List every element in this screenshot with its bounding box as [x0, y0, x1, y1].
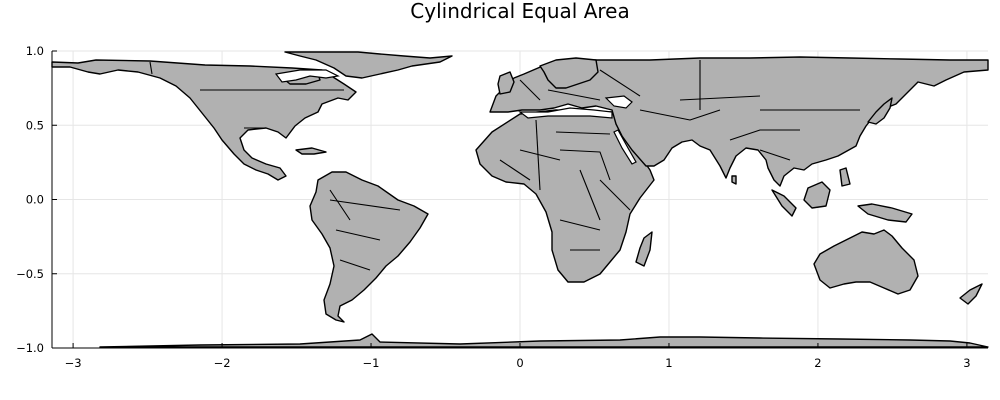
country-border — [639, 109, 721, 121]
land-japan — [867, 97, 893, 125]
land-australia — [813, 229, 919, 295]
country-border — [519, 149, 561, 161]
land-south-america — [309, 171, 429, 323]
y-tick-label: −1.0 — [16, 341, 44, 355]
y-axis-ticks: 1.0 0.5 0.0 −0.5 −1.0 — [16, 44, 57, 355]
country-border — [329, 189, 351, 221]
country-border — [599, 69, 641, 97]
land-eurasia — [489, 56, 989, 187]
y-tick-label: 0.0 — [26, 193, 44, 207]
x-tick-label: 0 — [516, 356, 523, 370]
country-border — [729, 129, 800, 141]
x-tick-label: −2 — [214, 356, 231, 370]
country-border — [339, 259, 371, 271]
country-border — [547, 89, 601, 101]
chart-title: Cylindrical Equal Area — [410, 0, 629, 23]
country-border — [499, 159, 531, 181]
land-philippines — [839, 167, 851, 187]
y-tick-label: 0.5 — [26, 118, 44, 132]
land-sri-lanka — [731, 175, 737, 185]
country-border — [555, 131, 611, 135]
x-tick-label: 3 — [963, 356, 970, 370]
land-indonesia-borneo — [803, 181, 831, 209]
x-tick-label: 1 — [665, 356, 672, 370]
country-border — [329, 199, 401, 211]
land-britain — [497, 71, 515, 95]
y-tick-label: 1.0 — [26, 44, 44, 58]
x-axis-ticks: −3 −2 −1 0 1 2 3 — [65, 343, 971, 370]
x-tick-label: 2 — [814, 356, 821, 370]
water-mediterranean — [518, 107, 613, 119]
landmasses — [51, 51, 989, 348]
country-border — [559, 149, 611, 181]
water-hudson-bay — [274, 69, 340, 83]
water-red-sea — [613, 129, 637, 165]
x-tick-label: −1 — [363, 356, 380, 370]
x-tick-label: −3 — [65, 356, 82, 370]
land-new-guinea — [857, 203, 913, 223]
land-indonesia-sumatra — [771, 189, 797, 217]
land-greenland — [284, 51, 453, 79]
country-border — [599, 179, 631, 211]
land-antarctica — [99, 333, 989, 348]
country-border — [579, 169, 601, 221]
country-border — [559, 219, 601, 231]
country-border — [519, 79, 541, 101]
country-border — [149, 61, 153, 75]
land-scandinavia — [539, 57, 599, 89]
y-tick-label: −0.5 — [16, 267, 44, 281]
country-border — [679, 95, 761, 101]
country-border — [335, 229, 381, 241]
country-borders — [149, 60, 860, 271]
country-border — [759, 149, 791, 161]
water-black-caspian — [604, 95, 633, 109]
land-cuba — [295, 147, 327, 155]
land-madagascar — [635, 231, 653, 267]
land-new-zealand — [959, 283, 983, 305]
